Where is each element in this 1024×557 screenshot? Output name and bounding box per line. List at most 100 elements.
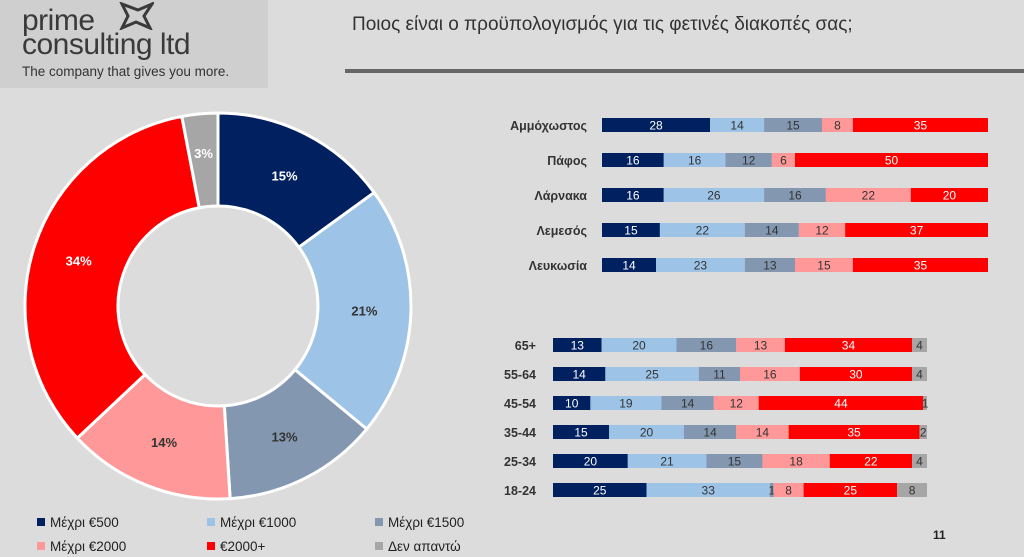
age-bar-segment bbox=[736, 338, 785, 352]
donut-label-2: 21% bbox=[351, 304, 377, 319]
age-value-label: 14 bbox=[681, 397, 695, 411]
region-bar-segment bbox=[910, 188, 988, 202]
age-value-label: 2 bbox=[920, 426, 927, 440]
age-value-label: 20 bbox=[584, 455, 598, 469]
age-bar-segment bbox=[923, 396, 927, 410]
region-value-label: 26 bbox=[707, 189, 721, 203]
region-row-label: Λάρνακα bbox=[534, 189, 587, 203]
region-value-label: 12 bbox=[742, 154, 756, 168]
region-value-label: 14 bbox=[730, 119, 744, 133]
region-value-label: 16 bbox=[788, 189, 802, 203]
region-bar-segment bbox=[602, 188, 664, 202]
region-bar-segment bbox=[663, 188, 765, 202]
age-bar-segment bbox=[661, 396, 714, 410]
age-bar-segment bbox=[803, 483, 898, 497]
age-bar-segment bbox=[553, 454, 628, 468]
legend-swatch bbox=[207, 542, 215, 550]
age-bar-segment bbox=[590, 396, 662, 410]
age-value-label: 34 bbox=[842, 339, 856, 353]
age-value-label: 13 bbox=[754, 339, 768, 353]
region-bar-segment bbox=[845, 223, 988, 237]
logo-star-icon bbox=[119, 2, 154, 30]
age-value-label: 4 bbox=[916, 339, 923, 353]
region-value-label: 16 bbox=[688, 154, 702, 168]
age-value-label: 33 bbox=[702, 484, 716, 498]
age-bar-segment bbox=[646, 483, 770, 497]
age-value-label: 44 bbox=[834, 397, 848, 411]
age-value-label: 30 bbox=[849, 368, 863, 382]
region-value-label: 13 bbox=[763, 259, 777, 273]
age-value-label: 25 bbox=[593, 484, 607, 498]
age-bar-segment bbox=[897, 483, 927, 497]
region-bar-segment bbox=[825, 188, 911, 202]
region-value-label: 16 bbox=[626, 154, 640, 168]
donut-chart: 15% 21% 13% 14% 34% 3% bbox=[23, 111, 413, 501]
region-value-label: 15 bbox=[786, 119, 800, 133]
region-value-label: 35 bbox=[914, 259, 928, 273]
region-value-label: 8 bbox=[834, 119, 841, 133]
age-bar-segment bbox=[706, 454, 763, 468]
age-value-label: 4 bbox=[916, 455, 923, 469]
age-value-label: 35 bbox=[847, 426, 861, 440]
age-row-label: 65+ bbox=[515, 339, 536, 353]
age-bar-segment bbox=[609, 425, 684, 439]
region-bar-segment bbox=[602, 223, 660, 237]
age-value-label: 14 bbox=[573, 368, 587, 382]
region-value-label: 15 bbox=[817, 259, 831, 273]
region-bar-segment bbox=[659, 223, 745, 237]
region-row-label: Αμμόχωστος bbox=[510, 119, 587, 133]
age-bar-segment bbox=[553, 338, 602, 352]
region-value-label: 6 bbox=[780, 154, 787, 168]
logo-line1: prime bbox=[22, 4, 95, 37]
region-bar-segment bbox=[602, 153, 664, 167]
legend-swatch bbox=[37, 518, 45, 526]
age-bar-segment bbox=[740, 367, 800, 381]
age-bar-segment bbox=[788, 425, 920, 439]
age-value-label: 16 bbox=[763, 368, 777, 382]
age-bar-segment bbox=[758, 396, 924, 410]
region-bar-segment bbox=[725, 153, 772, 167]
region-bar-segment bbox=[771, 153, 795, 167]
age-value-label: 15 bbox=[574, 426, 588, 440]
logo-line2: consulting ltd bbox=[22, 28, 191, 61]
age-bar-segment bbox=[769, 483, 774, 497]
region-bar-segment bbox=[602, 258, 657, 272]
region-bar-chart: Αμμόχωστος 28 14 15 8 35 Πάφος 16 16 12 6 50 Λάρνακα… bbox=[510, 118, 988, 273]
age-bar-segment bbox=[912, 367, 927, 381]
legend-item-m1500: Μέχρι €1500 bbox=[375, 515, 464, 530]
region-bar-segment bbox=[764, 118, 823, 132]
region-bar-segment bbox=[852, 118, 988, 132]
age-bar-segment bbox=[799, 367, 913, 381]
region-value-label: 50 bbox=[885, 154, 899, 168]
region-value-label: 14 bbox=[765, 224, 779, 238]
region-bar-segment bbox=[764, 188, 826, 202]
age-value-label: 14 bbox=[703, 426, 717, 440]
age-bar-segment bbox=[829, 454, 913, 468]
legend-item-m2000: Μέχρι €2000 bbox=[37, 539, 126, 554]
age-bar-segment bbox=[553, 367, 606, 381]
region-value-label: 16 bbox=[626, 189, 640, 203]
age-value-label: 19 bbox=[619, 397, 633, 411]
age-bar-segment bbox=[919, 425, 927, 439]
age-bar-segment bbox=[736, 425, 789, 439]
region-bar-segment bbox=[852, 258, 988, 272]
age-value-label: 15 bbox=[728, 455, 742, 469]
legend-item-m2000plus: €2000+ bbox=[207, 539, 265, 554]
donut-label-4: 14% bbox=[151, 435, 177, 450]
donut-slice-6 bbox=[180, 111, 220, 210]
region-bar-segment bbox=[795, 258, 853, 272]
title-divider bbox=[345, 69, 1024, 73]
legend-swatch bbox=[207, 518, 215, 526]
legend-label: Μέχρι €2000 bbox=[50, 539, 127, 554]
region-bar-segment bbox=[822, 118, 853, 132]
region-bar-segment bbox=[710, 118, 765, 132]
donut-label-3: 13% bbox=[271, 430, 297, 445]
age-value-label: 4 bbox=[916, 368, 923, 382]
age-value-label: 22 bbox=[864, 455, 878, 469]
age-value-label: 8 bbox=[785, 484, 792, 498]
age-value-label: 16 bbox=[700, 339, 714, 353]
age-row-label: 55-64 bbox=[504, 368, 536, 382]
legend-swatch bbox=[37, 542, 45, 550]
age-bar-segment bbox=[698, 367, 740, 381]
region-value-label: 14 bbox=[622, 259, 636, 273]
